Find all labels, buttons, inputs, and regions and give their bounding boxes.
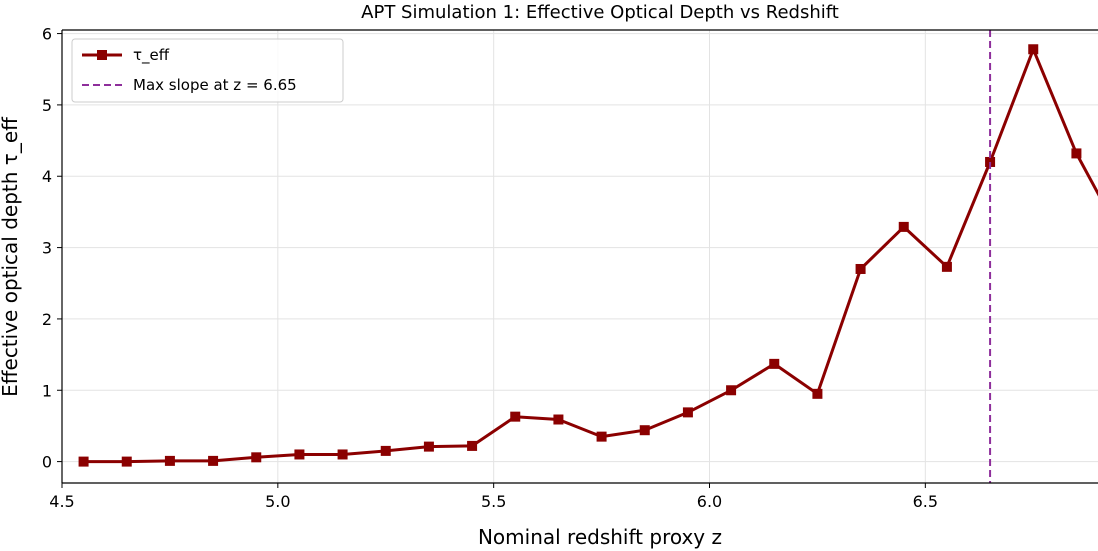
x-tick-label: 6.0 bbox=[697, 492, 722, 511]
x-tick-label: 5.0 bbox=[265, 492, 290, 511]
data-point bbox=[423, 441, 434, 452]
data-point bbox=[941, 261, 952, 272]
y-tick-label: 4 bbox=[42, 167, 52, 186]
y-tick-label: 1 bbox=[42, 381, 52, 400]
data-point bbox=[164, 455, 175, 466]
legend-label-series: τ_eff bbox=[133, 46, 170, 65]
data-point bbox=[467, 440, 478, 451]
data-point bbox=[553, 414, 564, 425]
data-point bbox=[682, 407, 693, 418]
data-point bbox=[1028, 44, 1039, 55]
data-point bbox=[78, 456, 89, 467]
data-point bbox=[510, 411, 521, 422]
data-point bbox=[812, 388, 823, 399]
y-tick-label: 2 bbox=[42, 310, 52, 329]
y-tick-label: 0 bbox=[42, 453, 52, 472]
x-tick-label: 5.5 bbox=[481, 492, 506, 511]
legend-label-vline: Max slope at z = 6.65 bbox=[133, 76, 297, 94]
data-point bbox=[208, 455, 219, 466]
data-point bbox=[855, 263, 866, 274]
y-tick-label: 6 bbox=[42, 25, 52, 44]
data-point bbox=[337, 449, 348, 460]
x-tick-label: 6.5 bbox=[913, 492, 938, 511]
chart-title: APT Simulation 1: Effective Optical Dept… bbox=[361, 2, 839, 23]
data-point bbox=[985, 156, 996, 167]
x-axis-title: Nominal redshift proxy z bbox=[478, 525, 722, 549]
y-axis-title: Effective optical depth τ_eff bbox=[0, 116, 22, 397]
legend-marker-square bbox=[97, 50, 107, 60]
data-point bbox=[639, 425, 650, 436]
data-point bbox=[251, 452, 262, 463]
data-point bbox=[769, 358, 780, 369]
x-tick-label: 4.5 bbox=[49, 492, 74, 511]
data-point bbox=[898, 221, 909, 232]
axes: 4.5 5.0 5.5 6.0 6.5 0 1 2 3 4 5 6 bbox=[42, 25, 1098, 511]
legend: τ_eff Max slope at z = 6.65 bbox=[71, 38, 344, 103]
grid bbox=[61, 30, 1098, 483]
data-point bbox=[726, 385, 737, 396]
plot-content bbox=[78, 30, 1098, 483]
data-point bbox=[121, 456, 132, 467]
data-point bbox=[1071, 148, 1082, 159]
data-point bbox=[596, 431, 607, 442]
data-point bbox=[294, 449, 305, 460]
y-tick-label: 3 bbox=[42, 239, 52, 258]
data-point bbox=[380, 445, 391, 456]
y-tick-label: 5 bbox=[42, 96, 52, 115]
legend-box bbox=[71, 38, 344, 103]
